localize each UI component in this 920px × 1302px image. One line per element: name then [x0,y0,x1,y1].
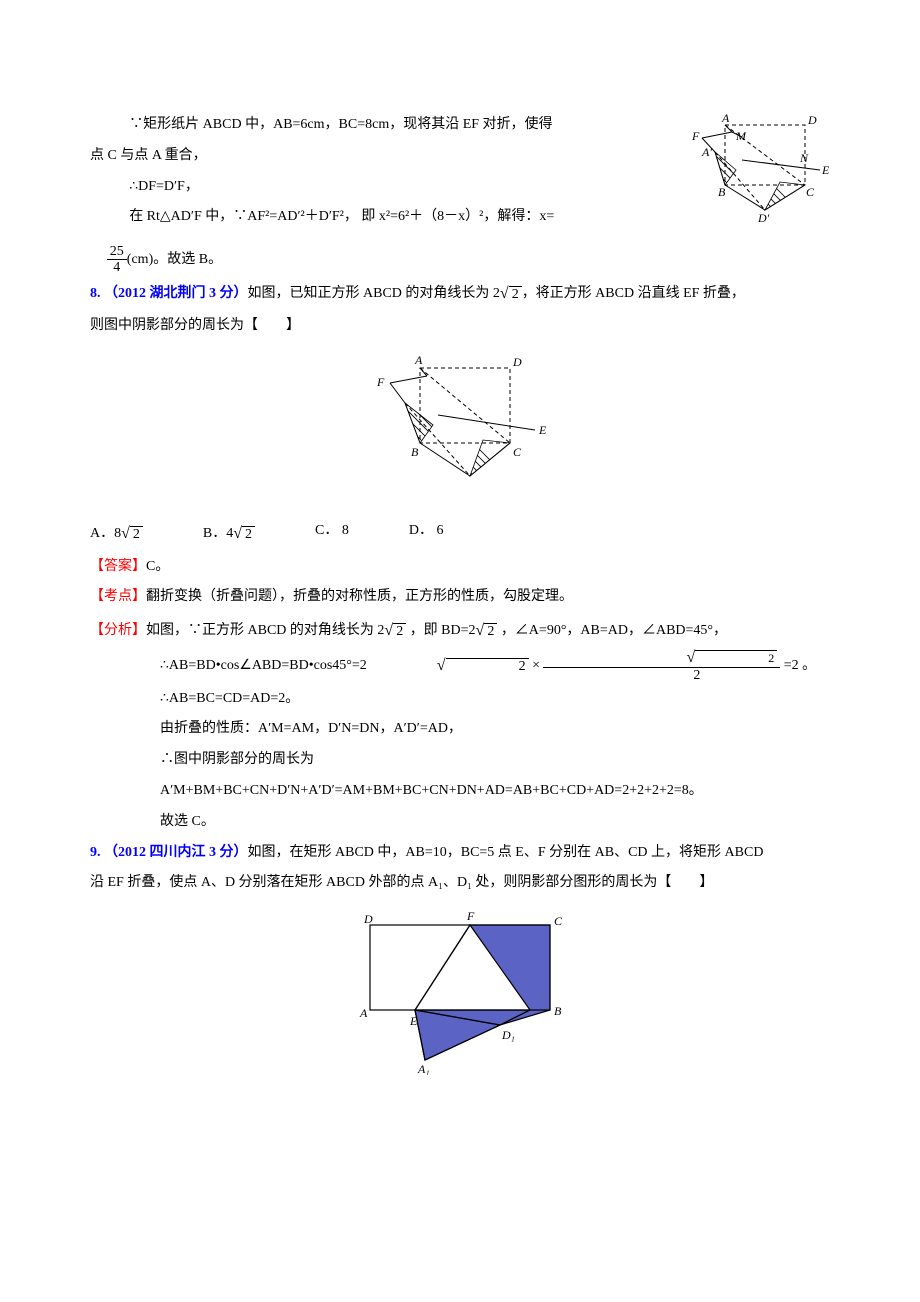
q9-lbl-A: A [359,1006,368,1020]
q9-stem2: 沿 EF 折叠，使点 A、D 分别落在矩形 ABCD 外部的点 A₁、D₁ 处，… [90,868,830,899]
q8-lbl-F: F [376,375,385,389]
q9-lbl-E: E [409,1014,418,1028]
q9-lbl-B: B [554,1004,562,1018]
lbl-Ap: A′ [701,145,712,159]
q8-figure: A D F E B C [90,348,830,511]
lbl-B: B [718,185,726,199]
q9-lbl-A1: A₁ [417,1062,430,1075]
lbl-E: E [821,163,830,177]
q8-stem: 8. （2012 湖北荆门 3 分）如图，已知正方形 ABCD 的对角线长为 2… [90,276,830,311]
q8-analysis-4: 由折叠的性质：A′M=AM，D′N=DN，A′D′=AD， [90,714,830,745]
q8-lbl-C: C [513,445,522,459]
lbl-N: N [799,151,809,165]
q8-lbl-B: B [411,445,419,459]
q9-lbl-F: F [466,909,475,923]
q7-line4: 254(cm)。故选 B。 [107,244,830,276]
q7-figure: A D F M A′ N E B D′ C [680,110,830,238]
q8-lbl-E: E [538,423,547,437]
q9-stem: 9. （2012 四川内江 3 分）如图，在矩形 ABCD 中，AB=10，BC… [90,838,830,869]
q9-figure: D F C A E B D₁ A₁ [90,905,830,1088]
q8-analysis-3: ∴AB=BC=CD=AD=2。 [90,684,830,715]
q8-opt-b: B．4√2 [203,516,255,551]
q8-analysis-2: ∴AB=BD•cos∠ABD=BD•cos45°=2√2 × √22 =2 。 [90,648,830,683]
lbl-D: D [807,113,817,127]
q8-opt-a: A．8√2 [90,516,143,551]
q8-analysis-6: A′M+BM+BC+CN+D′N+A′D′=AM+BM+BC+CN+DN+AD=… [90,776,830,807]
q8-options: A．8√2 B．4√2 C． 8 D． 6 [90,516,830,551]
q8-kaodian: 【考点】翻折变换（折叠问题），折叠的对称性质，正方形的性质，勾股定理。 [90,582,830,613]
q9-lbl-D: D [363,912,373,926]
q8-analysis-1: 【分析】如图，∵正方形 ABCD 的对角线长为 2√2 ，即 BD=2√2 ，∠… [90,613,830,648]
lbl-F: F [691,129,700,143]
lbl-C: C [806,185,815,199]
q8-answer: 【答案】C。 [90,552,830,583]
q8-opt-c: C． 8 [315,516,349,551]
q9-lbl-D1: D₁ [501,1028,515,1042]
q8-stem2: 则图中阴影部分的周长为【 】 [90,311,830,342]
q8-opt-d: D． 6 [409,516,444,551]
q8-lbl-D: D [512,355,522,369]
q8-lbl-A: A [414,353,423,367]
q8-analysis-7: 故选 C。 [90,807,830,838]
lbl-A: A [721,111,730,125]
q8-analysis-5: ∴图中阴影部分的周长为 [90,745,830,776]
q9-lbl-C: C [554,914,563,928]
lbl-Dp: D′ [757,211,770,225]
lbl-M: M [735,129,747,143]
